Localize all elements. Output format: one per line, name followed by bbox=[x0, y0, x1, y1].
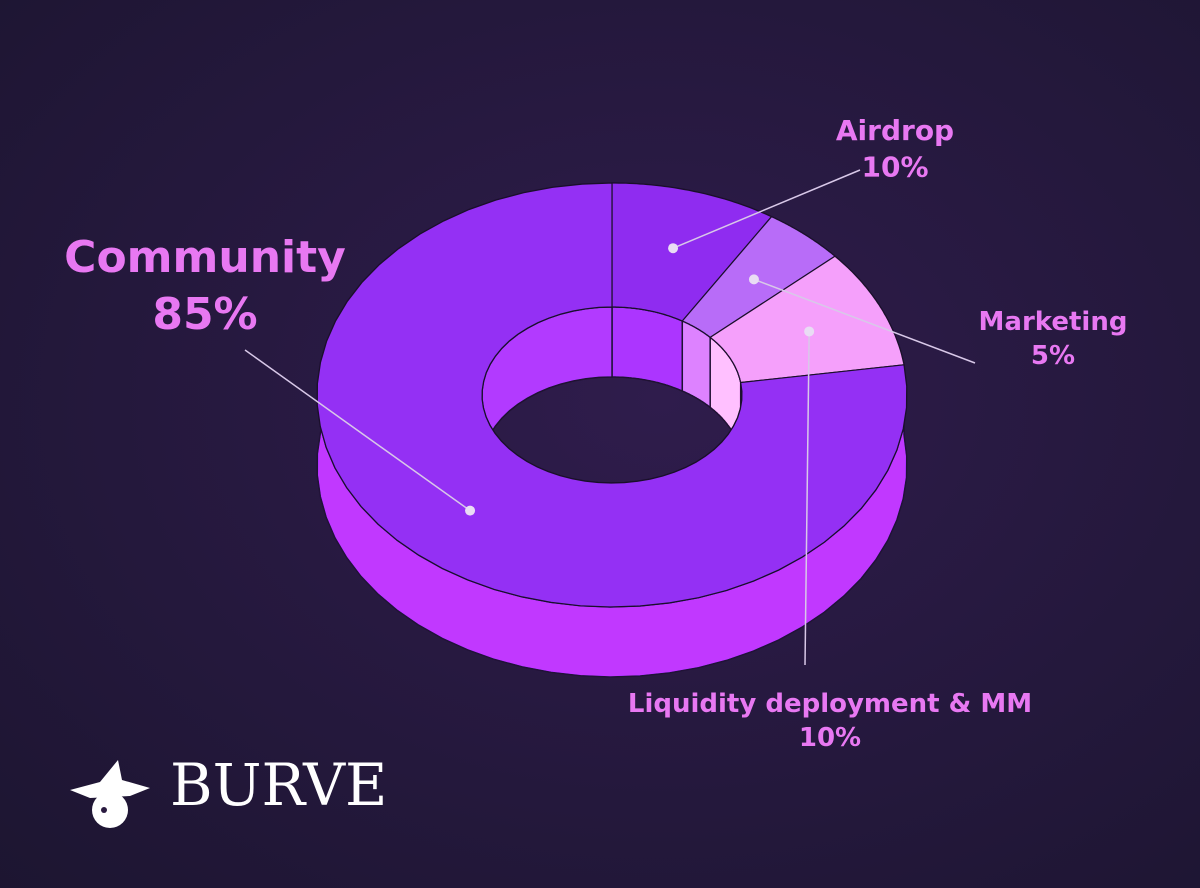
slice-value-label: 10% bbox=[799, 723, 861, 753]
leader-dot bbox=[668, 243, 679, 254]
leader-dot bbox=[804, 326, 815, 337]
leader-dot bbox=[748, 274, 759, 285]
slice-label: Liquidity deployment & MM bbox=[628, 689, 1032, 719]
logo-text: BURVE bbox=[170, 751, 387, 819]
leader-dot bbox=[465, 505, 476, 516]
donut bbox=[316, 182, 908, 678]
leader-line bbox=[804, 331, 810, 666]
slice-value-label: 10% bbox=[861, 150, 928, 183]
leader-line bbox=[244, 349, 471, 512]
slice-value-label: 85% bbox=[152, 289, 257, 340]
leader-line bbox=[753, 278, 976, 364]
slice bbox=[316, 182, 908, 608]
leader-line bbox=[672, 169, 861, 249]
slice-label: Marketing bbox=[979, 307, 1128, 337]
slice-value-label: 5% bbox=[1031, 341, 1075, 371]
logo-icon bbox=[70, 760, 150, 828]
slice-label: Airdrop bbox=[836, 114, 954, 147]
slice-label: Community bbox=[64, 232, 346, 283]
